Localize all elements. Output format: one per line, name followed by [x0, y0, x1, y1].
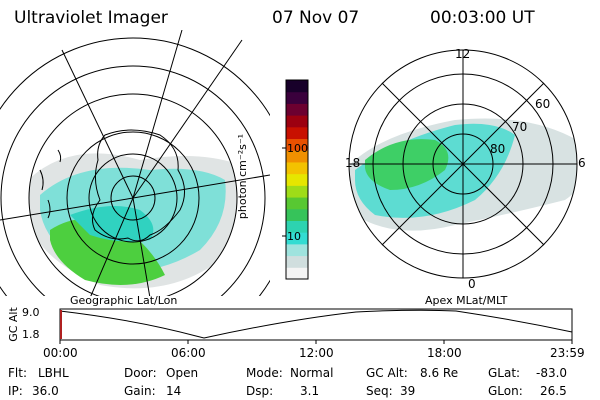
glon-value: 26.5 [540, 384, 567, 398]
altitude-xtick-1800: 18:00 [427, 346, 462, 360]
gcalt-value: 8.6 Re [420, 366, 459, 380]
colorbar-stripe [286, 197, 308, 210]
aurora-teal-patch [70, 206, 154, 242]
altitude-xtick-0000: 00:00 [43, 346, 78, 360]
colorbar-stripe [286, 91, 308, 104]
colorbar-stripe [286, 243, 308, 257]
colorbar-stripe [286, 138, 308, 151]
colorbar-stripe [286, 126, 308, 140]
glon-key: GLon: [488, 384, 523, 398]
continent-outline [91, 129, 185, 242]
gain-key: Gain: [124, 384, 156, 398]
time-label: 00:03:00 UT [430, 8, 535, 28]
colorbar-tick-100: 100 [287, 142, 308, 155]
altitude-xtick-0600: 06:00 [171, 346, 206, 360]
date-label: 07 Nov 07 [272, 8, 360, 28]
magnetic-polar-plot [348, 49, 578, 279]
mlt-label-18: 18 [345, 156, 361, 170]
dsp-key: Dsp: [246, 384, 274, 398]
altitude-ylabel: GC Alt [6, 307, 20, 342]
colorbar-stripe [286, 255, 308, 268]
right-panel-caption: Apex MLat/MLT [425, 294, 508, 307]
mlat-label-80: 80 [490, 142, 506, 156]
filter-key: Flt: [8, 366, 27, 380]
geographic-map [0, 30, 270, 296]
mlat-label-60: 60 [535, 97, 551, 111]
altitude-xtick-1200: 12:00 [299, 346, 334, 360]
altitude-ytick-1-8: 1.8 [22, 328, 40, 341]
colorbar-stripe [286, 173, 308, 186]
colorbar-stripe [286, 208, 308, 221]
mlt-label-6: 6 [578, 156, 586, 170]
altitude-plot [59, 308, 573, 344]
gain-value: 14 [166, 384, 182, 398]
colorbar-stripe [286, 80, 308, 93]
colorbar-stripe [286, 103, 308, 116]
colorbar-unit-label: photon cm⁻²s⁻¹ [236, 133, 250, 220]
dsp-value: 3.1 [300, 384, 320, 398]
glat-key: GLat: [488, 366, 521, 380]
instrument-title: Ultraviolet Imager [14, 8, 168, 28]
colorbar-stripe [286, 232, 308, 245]
ip-value: 36.0 [32, 384, 59, 398]
colorbar-stripe [286, 115, 308, 128]
aurora-oval-green [365, 139, 449, 190]
seq-key: Seq: [366, 384, 393, 398]
mlat-label-70: 70 [512, 120, 528, 134]
mlt-label-12: 12 [455, 47, 471, 61]
door-key: Door: [124, 366, 157, 380]
glat-value: -83.0 [536, 366, 568, 380]
door-value: Open [166, 366, 199, 380]
altitude-curve [59, 309, 573, 339]
colorbar-stripe [286, 220, 308, 233]
ip-key: IP: [8, 384, 23, 398]
altitude-xtick-2359: 23:59 [550, 346, 585, 360]
colorbar-tick-10: 10 [287, 230, 301, 243]
colorbar-stripe [286, 267, 308, 280]
mode-value: Normal [290, 366, 334, 380]
mlt-label-0: 0 [468, 277, 476, 291]
altitude-ytick-9: 9.0 [22, 306, 40, 319]
filter-value: LBHL [38, 366, 69, 380]
seq-value: 39 [400, 384, 416, 398]
colorbar-stripe [286, 150, 308, 163]
mode-key: Mode: [246, 366, 283, 380]
colorbar [282, 79, 309, 280]
colorbar-stripe [286, 185, 308, 198]
gcalt-key: GC Alt: [366, 366, 408, 380]
left-panel-caption: Geographic Lat/Lon [70, 294, 178, 307]
colorbar-stripe [286, 161, 308, 175]
